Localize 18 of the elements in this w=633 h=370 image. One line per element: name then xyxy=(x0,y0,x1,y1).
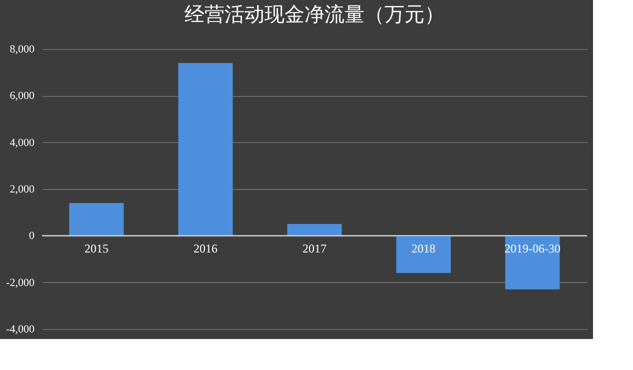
x-tick-label: 2018 xyxy=(412,242,436,256)
y-tick-label: 4,000 xyxy=(10,136,35,149)
x-tick-label: 2019-06-30 xyxy=(504,242,560,256)
y-tick-label: -2,000 xyxy=(6,276,35,289)
y-tick-label: 0 xyxy=(29,230,35,242)
chart-title: 经营活动现金净流量（万元） xyxy=(184,4,444,26)
x-tick-label: 2016 xyxy=(194,242,218,256)
bar xyxy=(69,203,124,236)
bar xyxy=(287,224,342,236)
bar xyxy=(178,63,233,236)
y-tick-label: 8,000 xyxy=(10,44,35,56)
bar xyxy=(505,236,560,290)
y-tick-label: 6,000 xyxy=(10,90,35,102)
x-tick-label: 2015 xyxy=(84,242,108,256)
bar xyxy=(396,236,451,273)
x-tick-label: 2017 xyxy=(302,242,326,256)
y-tick-label: -4,000 xyxy=(6,324,35,336)
y-tick-label: 2,000 xyxy=(10,184,35,196)
